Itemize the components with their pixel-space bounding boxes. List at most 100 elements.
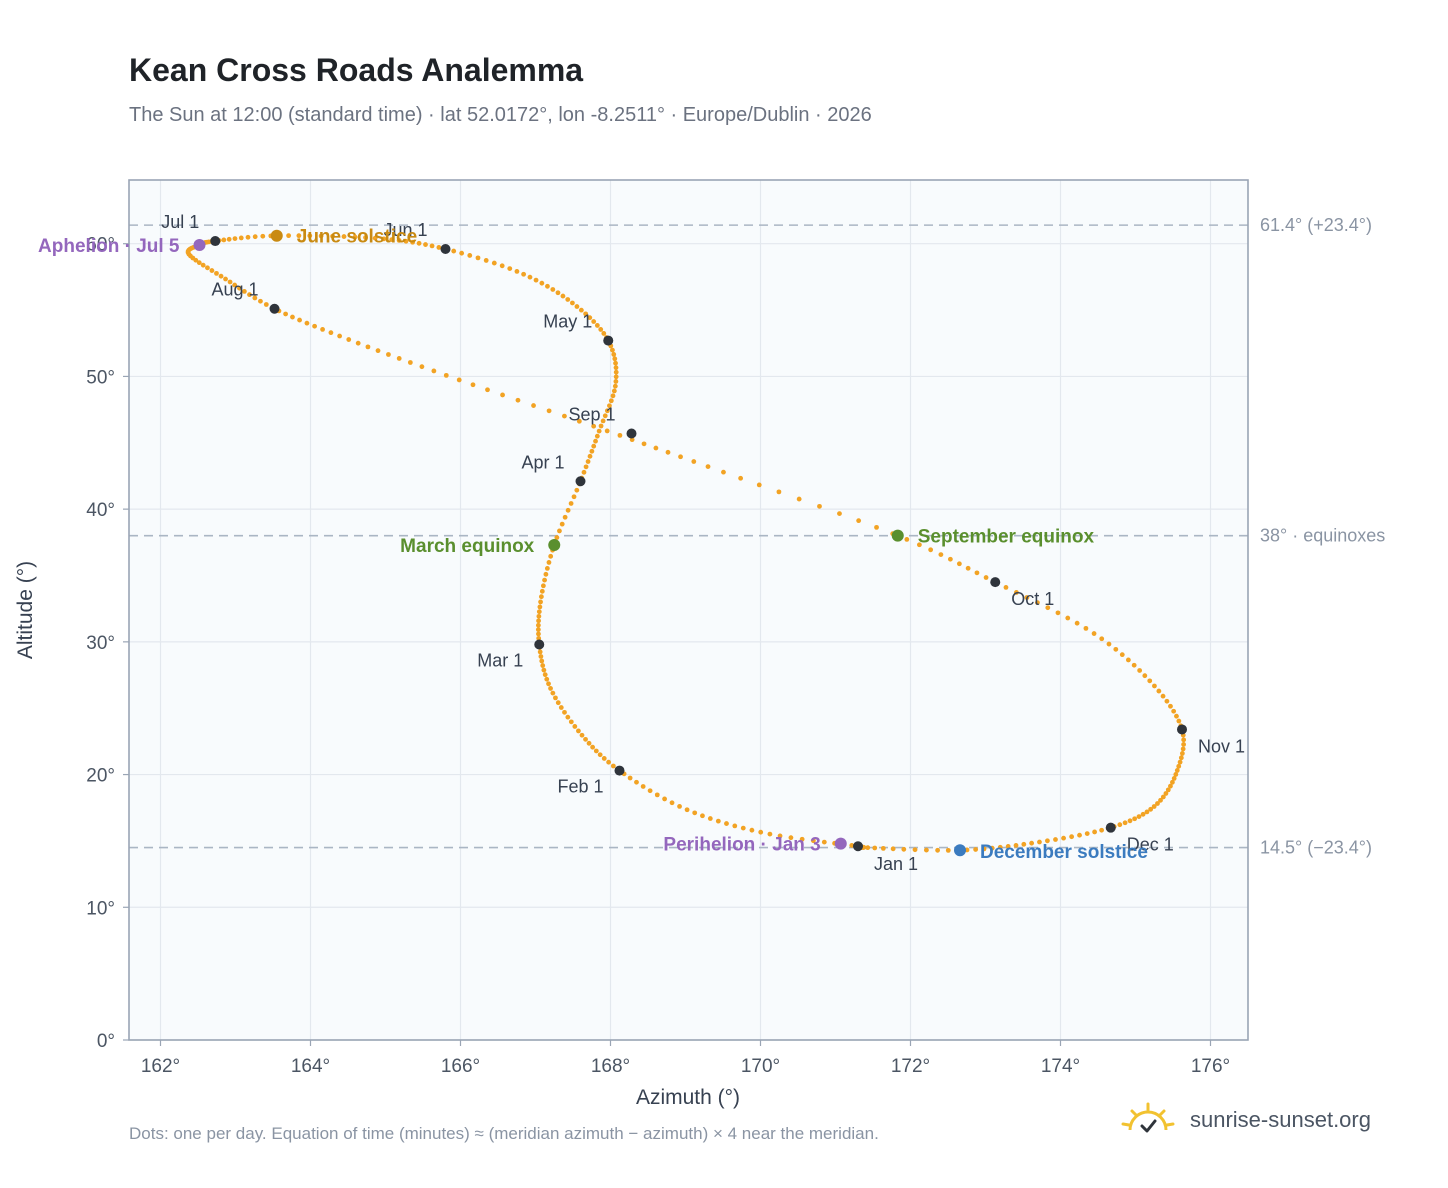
daily-sun-dot [410,239,416,245]
month-marker-label: Apr 1 [521,452,564,472]
daily-sun-dot [574,304,580,309]
daily-sun-dot [328,330,334,336]
month-marker-dot [1105,822,1116,833]
daily-sun-dot [1037,839,1042,845]
daily-sun-dot [641,441,647,447]
daily-sun-dot [507,266,513,271]
daily-sun-dot [598,423,604,429]
daily-sun-dot [1171,775,1177,781]
daily-sun-dot [610,393,616,399]
daily-sun-dot [945,847,951,853]
daily-sun-dot [1174,713,1179,719]
chart-title: Kean Cross Roads Analemma [129,52,584,88]
daily-sun-dot [1024,595,1030,600]
daily-sun-dot [560,293,566,299]
daily-sun-dot [456,377,462,383]
daily-sun-dot [555,700,561,706]
daily-sun-dot [470,382,476,388]
daily-sun-dot [604,408,610,414]
daily-sun-dot [541,667,547,673]
daily-sun-dot [576,728,581,734]
daily-sun-dot [1177,759,1183,765]
daily-sun-dot [514,269,520,274]
daily-sun-dot [1077,832,1082,838]
daily-sun-dot [286,233,292,239]
daily-sun-dot [611,352,617,357]
daily-sun-dot [1084,831,1090,837]
daily-sun-dot [598,327,604,332]
daily-sun-dot [381,236,387,242]
daily-sun-dot [403,238,409,244]
month-marker-dot [626,428,637,439]
daily-sun-dot [678,454,683,460]
daily-sun-dot [252,234,258,240]
daily-sun-dot [218,273,224,279]
daily-sun-dot [1045,605,1051,611]
event-marker-dot [954,844,966,857]
daily-sun-dot [1092,829,1097,835]
daily-sun-dot [576,418,582,424]
daily-sun-dot [1106,641,1112,647]
daily-sun-dot [375,348,381,354]
daily-sun-dot [554,535,560,540]
daily-sun-dot [544,566,550,571]
daily-sun-dot [583,311,589,317]
x-tick-label: 172° [891,1056,930,1077]
daily-sun-dot [307,233,313,239]
daily-sun-dot [1180,746,1186,752]
daily-sun-dot [536,613,542,619]
daily-sun-dot [535,627,541,633]
month-marker-label: May 1 [543,312,592,332]
daily-sun-dot [1173,772,1179,777]
daily-sun-dot [837,511,842,516]
daily-sun-dot [562,709,567,715]
x-axis-label: Azimuth (°) [636,1086,740,1109]
brand-name[interactable]: sunrise-sunset.org [1190,1107,1371,1132]
daily-sun-dot [1099,636,1105,642]
event-markers: June solstice December solstice March equi… [38,227,1148,863]
daily-sun-dot [260,233,266,239]
daily-sun-dot [1131,662,1137,668]
event-marker-label: Aphelion · Jul 5 [38,236,180,257]
daily-sun-dot [550,690,556,696]
daily-sun-dot [544,676,550,682]
month-marker-dot [534,639,545,650]
daily-sun-dot [1147,678,1153,684]
daily-sun-dot [536,631,541,637]
daily-sun-dot [1137,668,1143,673]
daily-sun-dot [613,374,619,380]
daily-sun-dot [500,392,505,398]
daily-sun-dot [904,537,910,542]
daily-sun-dot [890,846,896,852]
month-marker-label: Feb 1 [557,777,603,797]
daily-sun-dot [613,369,619,375]
daily-sun-dot [1181,737,1187,743]
daily-sun-dot [562,413,567,419]
daily-sun-dot [1029,840,1035,846]
daily-sun-dot [258,298,263,304]
daily-sun-dot [1132,816,1138,822]
daily-sun-dot [436,245,442,250]
daily-sun-dot [1171,708,1177,714]
daily-sun-dot [572,724,578,729]
daily-sun-dot [396,238,402,243]
daily-sun-dot [221,237,227,243]
daily-sun-dot [1160,693,1166,699]
daily-sun-dot [596,428,602,434]
event-marker-label: June solstice [297,227,417,248]
month-marker-label: Jul 1 [161,212,199,232]
daily-sun-dot [540,583,546,589]
daily-sun-dot [601,756,607,761]
daily-sun-dot [569,300,575,306]
daily-sun-dot [665,449,671,455]
brand[interactable]: sunrise-sunset.org [1120,1100,1371,1140]
event-marker-dot [548,538,561,551]
daily-sun-dot [565,714,571,720]
daily-sun-dot [612,383,618,389]
daily-sun-dot [653,445,659,451]
daily-sun-dot [568,719,574,725]
y-axis-ticks: 0° 10° 20° 30° 40° 50° 60° [86,235,129,1052]
daily-sun-dot [684,807,690,813]
daily-sun-dot [1140,811,1146,817]
y-tick-label: 20° [86,766,115,787]
